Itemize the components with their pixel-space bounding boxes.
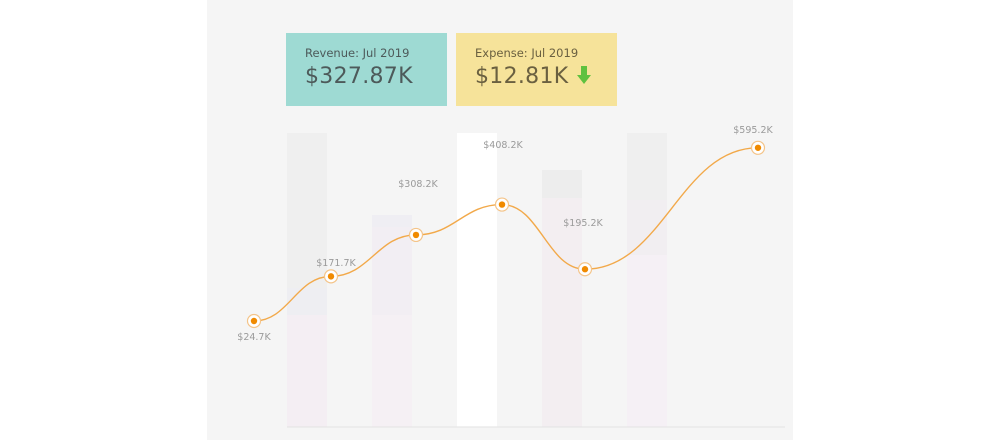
expense-value-row: $12.81K [475, 62, 617, 92]
revenue-label: Revenue: Jul 2019 [305, 46, 410, 60]
background-bar [457, 133, 497, 427]
expense-card[interactable]: Expense: Jul 2019 $12.81K [456, 33, 617, 106]
revenue-card[interactable]: Revenue: Jul 2019 $327.87K [286, 33, 447, 106]
background-bar [542, 170, 582, 198]
data-point-dot [327, 273, 335, 280]
series-line [253, 147, 759, 322]
revenue-value: $327.87K [305, 64, 413, 89]
data-point-dot [412, 231, 420, 239]
background-bar [372, 315, 412, 427]
data-labels: $24.7K $171.7K $308.2K $408.2K $195.2K $595.2… [237, 125, 773, 343]
data-label: $171.7K [316, 258, 356, 269]
data-point-dot [498, 201, 506, 208]
background-bar [372, 215, 412, 227]
background-bars [287, 133, 667, 427]
data-point-dot [581, 266, 589, 273]
data-label: $595.2K [733, 125, 773, 136]
background-bar [627, 200, 667, 255]
data-label: $308.2K [398, 179, 438, 190]
background-bar [627, 133, 667, 200]
background-bar [542, 198, 582, 427]
expense-label: Expense: Jul 2019 [475, 46, 579, 60]
arrow-down-icon [576, 66, 591, 84]
data-label: $24.7K [237, 332, 271, 343]
background-bar [627, 255, 667, 427]
background-bar [287, 288, 327, 315]
data-label: $408.2K [483, 140, 523, 151]
background-bar [287, 315, 327, 427]
background-bar [287, 133, 327, 288]
expense-value: $12.81K [475, 64, 569, 89]
data-points [246, 140, 766, 329]
background-bar [372, 227, 412, 315]
data-point-dot [754, 144, 762, 151]
data-label: $195.2K [563, 218, 603, 229]
data-point-dot [250, 317, 258, 325]
